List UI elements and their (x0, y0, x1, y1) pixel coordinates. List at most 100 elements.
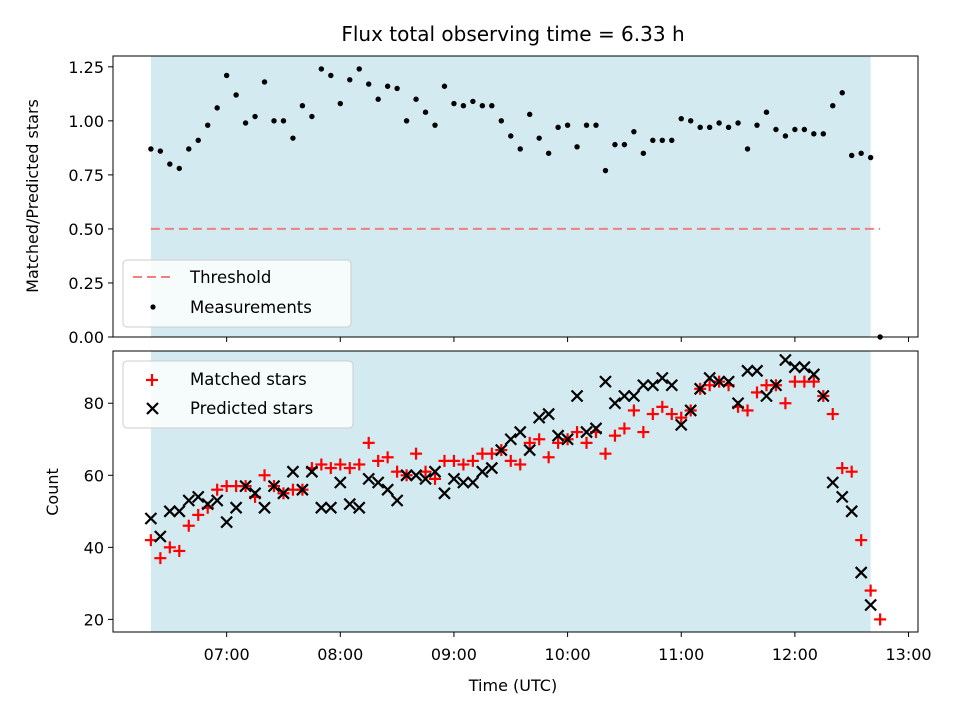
predicted-star-point (618, 389, 631, 403)
matched-star-point (372, 454, 385, 467)
matched-star-point (334, 458, 347, 471)
measurement-point (593, 122, 599, 128)
legend-threshold-label: Threshold (189, 268, 271, 287)
top-axes-frame (112, 55, 919, 338)
predicted-star-point (182, 494, 196, 507)
measurement-point (432, 122, 438, 128)
x-tick-label: 12:00 (772, 645, 818, 664)
matched-star-point (381, 451, 394, 464)
measurement-point (867, 154, 874, 161)
matched-star-point (154, 552, 167, 565)
measurement-point (830, 103, 836, 109)
y-tick-label: 0.75 (68, 166, 104, 185)
predicted-star-point (731, 396, 745, 410)
predicted-star-point (817, 389, 830, 403)
measurement-point (574, 144, 580, 150)
matched-star-point (618, 422, 631, 435)
predicted-star-point (315, 501, 328, 514)
predicted-star-point (693, 382, 707, 396)
measurement-point (849, 152, 855, 159)
measurement-point (801, 126, 808, 133)
bottom-axes-frame (112, 350, 919, 633)
measurement-point (375, 96, 381, 102)
matched-star-point (362, 436, 375, 449)
measurement-point (271, 118, 277, 124)
matched-star-point (429, 472, 441, 485)
measurement-points (148, 66, 883, 340)
measurement-point (782, 133, 789, 139)
measurement-point (394, 85, 400, 92)
predicted-star-point (466, 476, 480, 489)
matched-star-point (646, 408, 659, 421)
measurement-point (451, 100, 457, 107)
matched-star-point (675, 411, 688, 424)
measurement-point (678, 115, 684, 122)
measurement-point (583, 122, 590, 128)
measurement-point (157, 148, 164, 154)
measurement-point (517, 146, 523, 152)
measurement-point (858, 150, 864, 156)
measurement-point (309, 113, 315, 120)
predicted-star-point (201, 497, 214, 511)
measurement-point (508, 133, 514, 139)
legend-measurements-label: Measurements (190, 298, 312, 317)
predicted-star-point (760, 389, 773, 403)
predicted-star-point (750, 364, 764, 378)
predicted-star-point (864, 598, 877, 612)
y-tick-label: 1.00 (68, 112, 104, 131)
matched-star-point (608, 429, 621, 442)
predicted-star-point (229, 501, 243, 514)
measurement-point (489, 103, 495, 109)
measurement-point (384, 83, 391, 89)
predicted-star-point (277, 487, 290, 500)
measurement-point (148, 146, 154, 152)
predicted-star-point (343, 497, 357, 511)
predicted-star-point (390, 494, 404, 507)
x-axis-label: Time (UTC) (468, 676, 557, 695)
measurement-point (356, 66, 362, 72)
measurement-point (735, 120, 741, 126)
matched-star-point (741, 404, 754, 417)
predicted-star-point (400, 469, 413, 482)
predicted-star-point (580, 425, 593, 439)
matched-star-point (552, 436, 565, 449)
bottom-x-axis-ticks: 07:00 08:00 09:00 10:00 11:00 12:00 13:00 (204, 632, 932, 664)
measurement-point (280, 118, 287, 124)
matched-star-point (447, 454, 460, 467)
bottom-y-axis-ticks: 20 40 60 80 (84, 394, 113, 629)
matched-star-point (353, 458, 366, 471)
measurement-point (621, 141, 628, 148)
predicted-star-point (798, 360, 811, 374)
x-tick-label: 07:00 (204, 645, 250, 664)
measurement-point (186, 146, 192, 152)
top-legend: Threshold Measurements (122, 259, 352, 328)
predicted-star-point (352, 501, 366, 514)
predicted-star-point (476, 465, 489, 478)
measurement-point (318, 66, 325, 72)
matched-star-point (410, 447, 423, 460)
predicted-star-point (409, 469, 423, 482)
measurement-point (536, 135, 542, 141)
predicted-star-point (712, 375, 726, 388)
matched-star-point (211, 483, 224, 496)
measurement-point (328, 72, 334, 79)
y-tick-label: 0.00 (68, 328, 104, 347)
x-tick-label: 09:00 (431, 645, 477, 664)
matched-star-point (836, 462, 849, 475)
matched-star-point (864, 584, 877, 597)
y-tick-label: 0.25 (68, 274, 104, 293)
measurement-point (659, 137, 665, 143)
measurement-point (811, 131, 817, 137)
measurement-point (413, 96, 419, 102)
bottom-legend: Matched stars Predicted stars (122, 360, 354, 429)
legend-predicted-label: Predicted stars (190, 399, 313, 418)
measurement-point (545, 150, 552, 156)
predicted-star-point (665, 378, 679, 392)
matched-star-point (855, 534, 868, 547)
legend-matched-label: Matched stars (190, 370, 307, 389)
predicted-star-point (504, 432, 518, 446)
matched-star-point (419, 465, 432, 478)
predicted-star-point (835, 490, 849, 504)
predicted-star-point (296, 483, 309, 496)
